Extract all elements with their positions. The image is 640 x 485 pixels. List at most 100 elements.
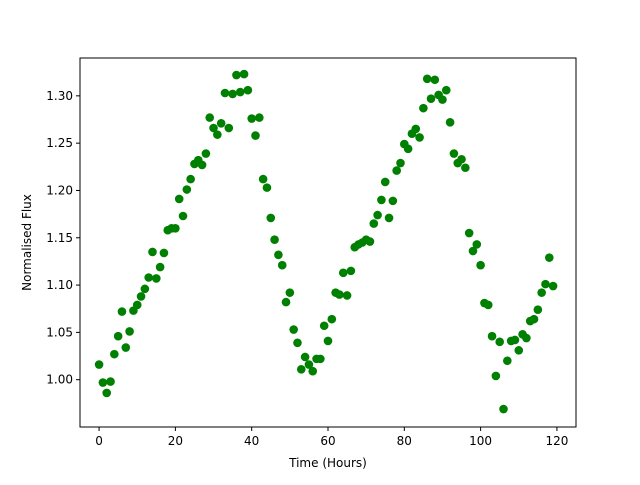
data-point xyxy=(213,130,222,139)
data-point xyxy=(171,224,180,233)
data-point xyxy=(293,338,302,348)
data-point xyxy=(216,118,226,128)
y-tick-label: 1.20 xyxy=(46,183,73,197)
data-point xyxy=(209,123,218,133)
x-tick-label: 120 xyxy=(545,434,568,448)
data-point xyxy=(342,291,352,300)
x-axis-label: Time (Hours) xyxy=(288,456,367,470)
x-tick-label: 20 xyxy=(168,434,183,448)
data-point xyxy=(510,335,520,345)
data-point xyxy=(258,174,268,184)
data-point xyxy=(140,284,150,294)
data-point xyxy=(392,166,401,175)
data-point xyxy=(270,235,279,244)
data-point xyxy=(522,333,531,343)
data-point xyxy=(117,307,127,316)
data-point xyxy=(338,268,348,278)
data-point xyxy=(232,70,241,80)
data-point xyxy=(136,292,146,301)
data-point xyxy=(503,356,512,366)
data-point xyxy=(369,219,379,228)
data-point xyxy=(537,288,546,297)
data-point xyxy=(281,297,291,307)
data-point xyxy=(319,321,329,331)
data-point xyxy=(102,388,112,398)
x-tick-label: 0 xyxy=(95,434,103,448)
data-point xyxy=(468,246,478,256)
data-point xyxy=(548,281,558,291)
data-point xyxy=(304,360,314,369)
data-point xyxy=(415,133,424,142)
data-point xyxy=(144,273,153,282)
data-point xyxy=(514,346,524,355)
data-point xyxy=(152,274,161,283)
data-point xyxy=(365,237,375,246)
data-point xyxy=(125,327,134,336)
x-tick-label: 40 xyxy=(244,434,259,448)
data-point xyxy=(94,360,104,369)
data-point xyxy=(132,300,142,310)
y-tick-label: 1.05 xyxy=(46,325,73,339)
data-point xyxy=(106,377,115,386)
data-point xyxy=(396,158,405,168)
y-axis-ticks: 1.00 1.05 1.10 1.15 1.20 1.25 1.30 xyxy=(46,89,80,387)
data-point xyxy=(155,262,165,272)
data-point xyxy=(323,336,333,346)
data-point xyxy=(327,314,337,324)
x-tick-label: 100 xyxy=(469,434,492,448)
data-point xyxy=(239,69,249,79)
data-point xyxy=(251,131,260,140)
data-point xyxy=(285,288,295,297)
data-point xyxy=(300,352,310,362)
data-point xyxy=(148,247,157,257)
data-point xyxy=(457,154,466,164)
data-point xyxy=(201,149,211,158)
data-point xyxy=(422,74,432,84)
data-point xyxy=(377,195,386,205)
axes-frame xyxy=(79,57,577,428)
data-points xyxy=(94,69,558,414)
data-point xyxy=(384,213,394,223)
data-point xyxy=(430,75,440,85)
y-tick-label: 1.10 xyxy=(46,278,73,292)
data-point xyxy=(277,260,287,270)
data-point xyxy=(495,337,504,347)
x-axis-ticks: 0 20 40 60 80 100 120 xyxy=(95,427,568,448)
data-point xyxy=(159,248,169,258)
data-point xyxy=(419,103,428,113)
y-tick-label: 1.30 xyxy=(46,89,73,103)
data-point xyxy=(464,228,474,238)
data-point xyxy=(316,354,325,364)
data-point xyxy=(262,183,272,192)
data-point xyxy=(403,144,413,154)
data-point xyxy=(544,253,554,262)
data-point xyxy=(121,343,131,352)
data-point xyxy=(541,279,550,289)
data-point xyxy=(438,95,447,104)
data-point xyxy=(197,160,207,170)
data-point xyxy=(441,85,451,95)
data-point xyxy=(178,211,188,221)
data-point xyxy=(289,325,298,334)
data-point xyxy=(243,85,253,95)
data-point xyxy=(174,194,184,204)
data-point xyxy=(373,210,382,220)
y-tick-label: 1.25 xyxy=(46,136,73,150)
data-point xyxy=(224,123,234,133)
y-tick-label: 1.00 xyxy=(46,373,73,387)
data-point xyxy=(388,196,398,206)
x-tick-label: 60 xyxy=(320,434,335,448)
data-point xyxy=(205,113,215,122)
data-point xyxy=(483,300,493,310)
data-point xyxy=(380,177,390,187)
data-point xyxy=(529,314,539,324)
x-tick-label: 80 xyxy=(397,434,412,448)
data-point xyxy=(98,378,108,387)
data-point xyxy=(335,290,344,299)
data-point xyxy=(449,149,459,158)
data-point xyxy=(411,124,421,134)
data-point xyxy=(308,366,318,376)
data-point xyxy=(533,305,543,314)
